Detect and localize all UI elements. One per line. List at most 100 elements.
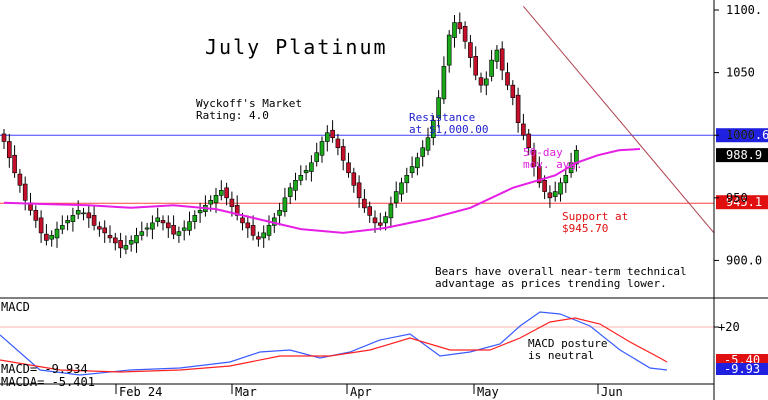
candle-body xyxy=(356,182,362,199)
candle-body xyxy=(346,162,351,174)
candle-body xyxy=(351,172,357,186)
candle-body xyxy=(22,183,28,201)
candle-body xyxy=(155,217,160,222)
candle-body xyxy=(446,34,452,66)
macd-line xyxy=(0,311,668,376)
candle-body xyxy=(314,152,320,162)
candle-body xyxy=(213,195,219,204)
price-tick-label: 950 xyxy=(726,191,748,205)
candle-body xyxy=(420,147,426,157)
candle-body xyxy=(441,66,447,100)
candle-body xyxy=(526,133,532,149)
candle-body xyxy=(139,231,145,236)
resistance-box: 1000.6 xyxy=(726,128,768,142)
support-box: 945.1 xyxy=(726,195,762,209)
candle-body xyxy=(489,59,494,77)
candle-body xyxy=(49,235,55,240)
candle-body xyxy=(234,205,240,216)
sma-annotation: 50-day mov. avg. xyxy=(523,146,583,171)
candle-body xyxy=(208,200,213,205)
candle-body xyxy=(181,227,187,231)
candle-body xyxy=(256,236,261,240)
price-panel: 1000.6 988.9 945.1 xyxy=(0,5,768,258)
support-annotation: Support at $945.70 xyxy=(562,210,628,235)
candle-body xyxy=(330,129,335,139)
candle-body xyxy=(17,173,23,186)
candle-body xyxy=(245,222,251,229)
candle-body xyxy=(377,222,383,226)
candle-body xyxy=(430,119,436,139)
candle-body xyxy=(7,141,12,159)
time-tick-label: Jun xyxy=(601,385,623,399)
macd-box: -9.93 xyxy=(724,362,760,376)
candle-body xyxy=(536,166,542,184)
candle-body xyxy=(478,77,484,86)
candle-body xyxy=(383,216,388,224)
rating-annotation: Wyckoff's Market Rating: 4.0 xyxy=(196,97,302,122)
candle-body xyxy=(277,210,282,216)
resistance-box-bg xyxy=(716,128,768,143)
candle-body xyxy=(367,206,373,216)
candle-body xyxy=(97,226,102,230)
candle-body xyxy=(558,182,563,195)
candle-body xyxy=(505,72,510,86)
macd-panel-label: MACD xyxy=(1,300,30,314)
candle-body xyxy=(1,133,7,142)
candle-body xyxy=(65,220,70,224)
candle-body xyxy=(362,198,367,209)
trend-line xyxy=(523,5,715,234)
candle-body xyxy=(81,212,86,215)
candle-body xyxy=(134,235,139,244)
candle-body xyxy=(457,22,463,30)
candle-body xyxy=(542,180,547,192)
macda-value-label: MACDA= -5.401 xyxy=(1,375,95,389)
macd-value-label: MACD= -9.934 xyxy=(1,362,88,376)
candle-body xyxy=(499,48,505,71)
candle-body xyxy=(86,212,92,219)
time-tick-label: Feb 24 xyxy=(119,385,162,399)
last-price-box-bg xyxy=(716,148,768,163)
candle-body xyxy=(33,210,39,221)
candle-body xyxy=(150,222,155,230)
candle-body xyxy=(266,225,272,236)
candle-body xyxy=(521,123,526,136)
candle-body xyxy=(59,225,65,230)
candle-body xyxy=(123,245,129,250)
candle-body xyxy=(192,215,198,222)
candle-body xyxy=(510,84,516,98)
sma50-line xyxy=(3,148,641,234)
candle-body xyxy=(531,149,537,167)
candle-body xyxy=(171,225,176,235)
candle-body xyxy=(118,240,123,249)
candle-body xyxy=(107,235,113,239)
candle-body xyxy=(425,137,431,151)
price-tick-label: 1000 xyxy=(726,128,755,142)
candle-body xyxy=(187,221,192,231)
candle-body xyxy=(494,49,500,62)
candle-body xyxy=(462,25,468,42)
candle-body xyxy=(113,237,118,244)
macd-box-bg xyxy=(716,363,768,375)
candle-body xyxy=(70,215,76,222)
candle-body xyxy=(574,149,579,165)
candle-body xyxy=(388,203,394,219)
candle-body xyxy=(166,222,171,229)
annotations: Wyckoff's Market Rating: 4.0 Resistance at … xyxy=(196,97,687,362)
candle-body xyxy=(452,22,457,38)
candle-body xyxy=(91,215,97,226)
candle-body xyxy=(399,182,404,195)
price-tick-label: 1100. xyxy=(726,3,762,17)
candle-body xyxy=(144,227,150,230)
macd-posture-annotation: MACD posture is neutral xyxy=(528,337,607,362)
candle-body xyxy=(473,56,479,76)
candle-body xyxy=(160,220,166,224)
price-tick-label: 900.0 xyxy=(726,253,762,267)
macd-tick-label: +20 xyxy=(718,320,740,334)
candle-body xyxy=(12,154,17,174)
candle-body xyxy=(319,141,325,156)
candle-body xyxy=(287,187,293,197)
candle-body xyxy=(54,228,60,239)
bears-annotation: Bears have overall near-term technical ad… xyxy=(435,265,687,290)
